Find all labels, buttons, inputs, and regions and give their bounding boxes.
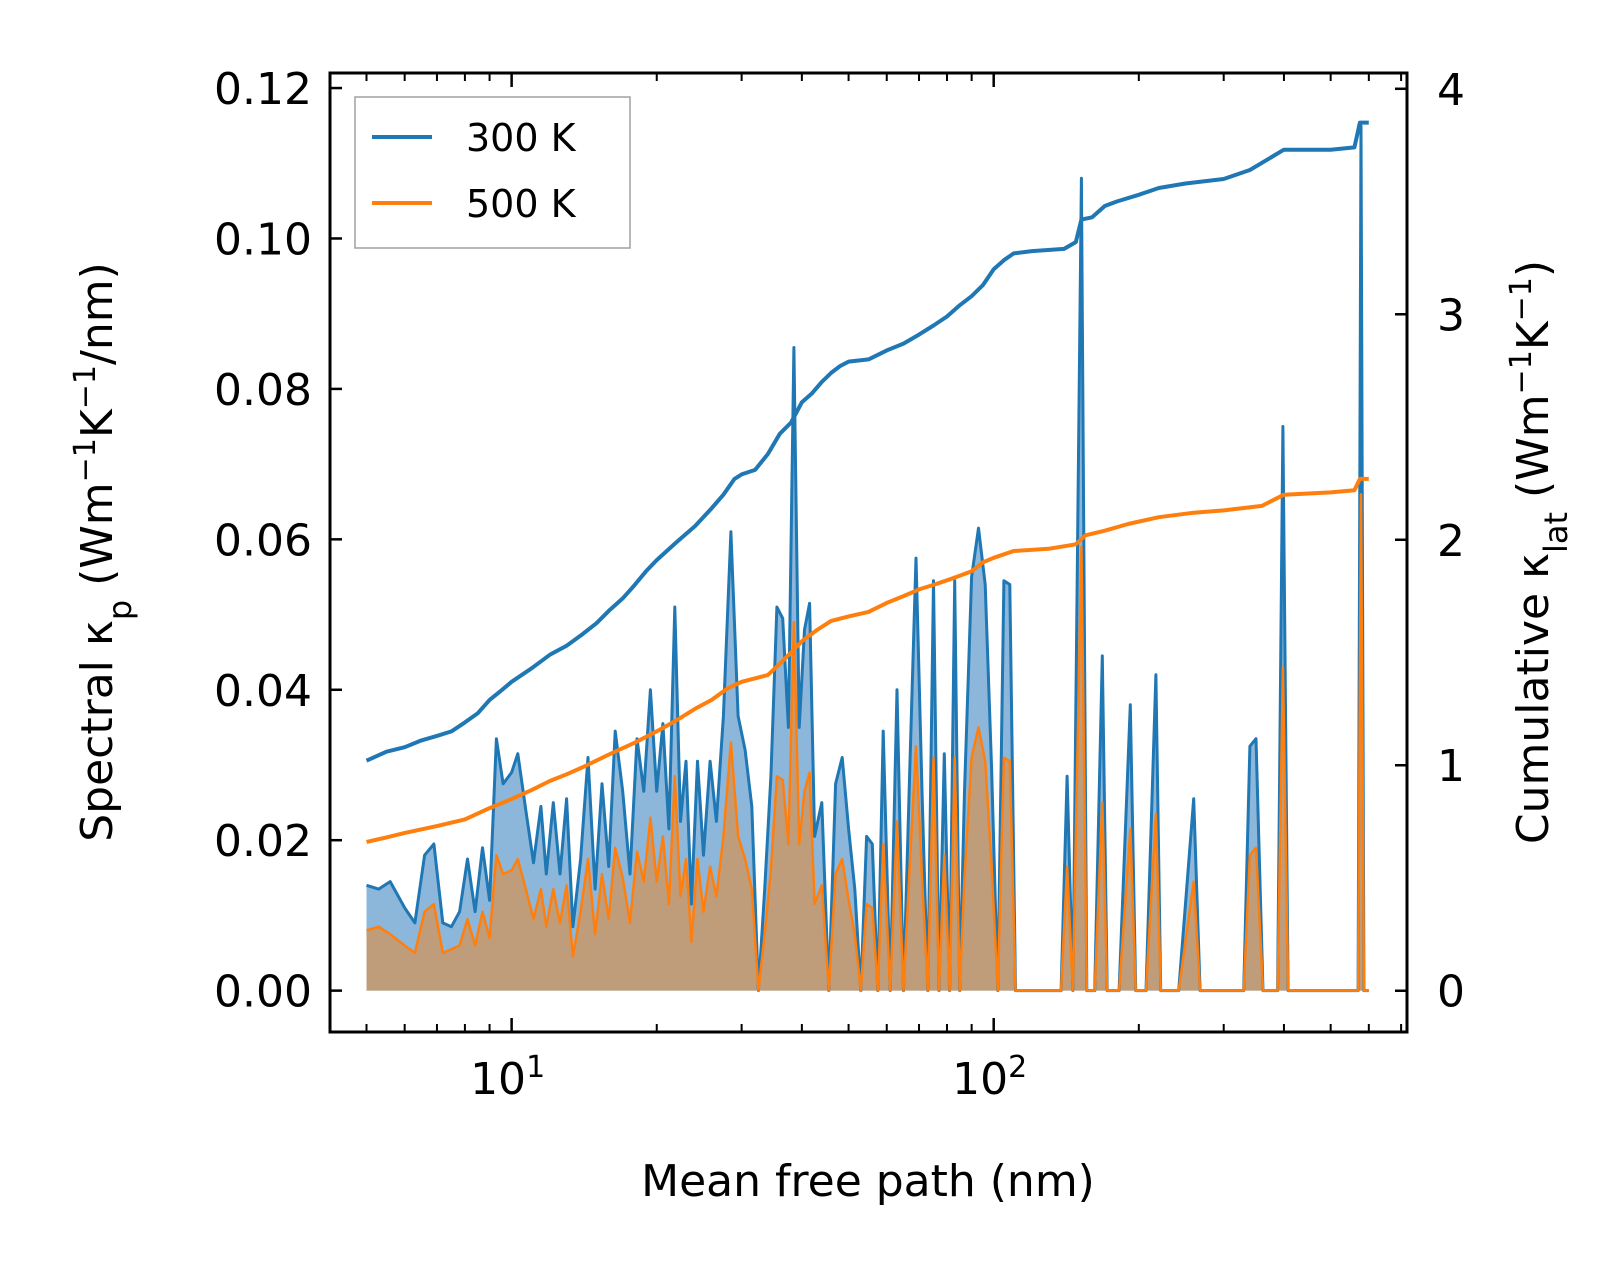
y-right-tick-label: 0 <box>1437 967 1465 1018</box>
y-left-tick-label: 0.08 <box>214 365 312 416</box>
y-right-tick-label: 1 <box>1437 741 1465 792</box>
axis-ticks: 0.00 0.02 0.04 0.06 0.08 0.10 0.12 0 1 2 3 4 101 102 <box>214 64 1465 1105</box>
y-right-suffix: (Wm <box>1508 394 1559 512</box>
y-left-sub: p <box>101 600 139 620</box>
y-left-exp1: −1 <box>68 438 103 482</box>
y-right-tail: ) <box>1508 260 1559 277</box>
spectral-fill-500k <box>366 494 1369 991</box>
x-tick-label: 101 <box>470 1050 545 1106</box>
y-right-prefix: Cumulative κ <box>1508 553 1559 844</box>
cumulative-line-300k <box>365 120 1369 763</box>
y-right-exp2: −1 <box>1504 277 1539 321</box>
spectral-line-300k <box>366 124 1369 993</box>
y-right-sub: lat <box>1537 512 1575 553</box>
y-left-tick-label: 0.12 <box>214 64 312 115</box>
plot-frame <box>328 71 1409 1034</box>
x-tick-label: 102 <box>952 1050 1027 1106</box>
y-left-exp2: −1 <box>68 365 103 409</box>
y-right-tick-label: 4 <box>1437 65 1465 116</box>
legend-label-300k: 300 K <box>466 116 577 160</box>
y-left-tick-label: 0.00 <box>214 967 312 1018</box>
spectral-fills <box>366 125 1369 991</box>
y-right-tick-label: 2 <box>1437 516 1465 567</box>
y-axis-left-title: Spectral κp (Wm−1K−1/nm) <box>68 262 140 842</box>
y-left-tick-label: 0.06 <box>214 515 312 566</box>
spectral-fill-300k <box>366 125 1369 991</box>
x-axis-title: Mean free path (nm) <box>641 1156 1095 1207</box>
y-left-tick-label: 0.04 <box>214 666 312 717</box>
y-left-mid: K <box>72 408 123 438</box>
y-axis-right-title: Cumulative κlat (Wm−1K−1) <box>1504 260 1576 844</box>
y-right-mid: K <box>1508 320 1559 350</box>
data-lines <box>365 120 1369 993</box>
y-left-tail: /nm) <box>72 262 123 365</box>
cumulative-line-500k <box>366 476 1369 844</box>
y-right-tick-label: 3 <box>1437 290 1465 341</box>
legend: 300 K 500 K <box>354 96 631 249</box>
y-left-tick-label: 0.10 <box>214 214 312 265</box>
legend-box <box>354 96 631 249</box>
y-right-exp1: −1 <box>1504 350 1539 394</box>
y-left-suffix: (Wm <box>72 482 123 600</box>
y-left-prefix: Spectral κ <box>72 620 123 842</box>
y-left-tick-label: 0.02 <box>214 816 312 867</box>
spectral-line-500k <box>366 492 1369 992</box>
legend-label-500k: 500 K <box>466 182 577 226</box>
